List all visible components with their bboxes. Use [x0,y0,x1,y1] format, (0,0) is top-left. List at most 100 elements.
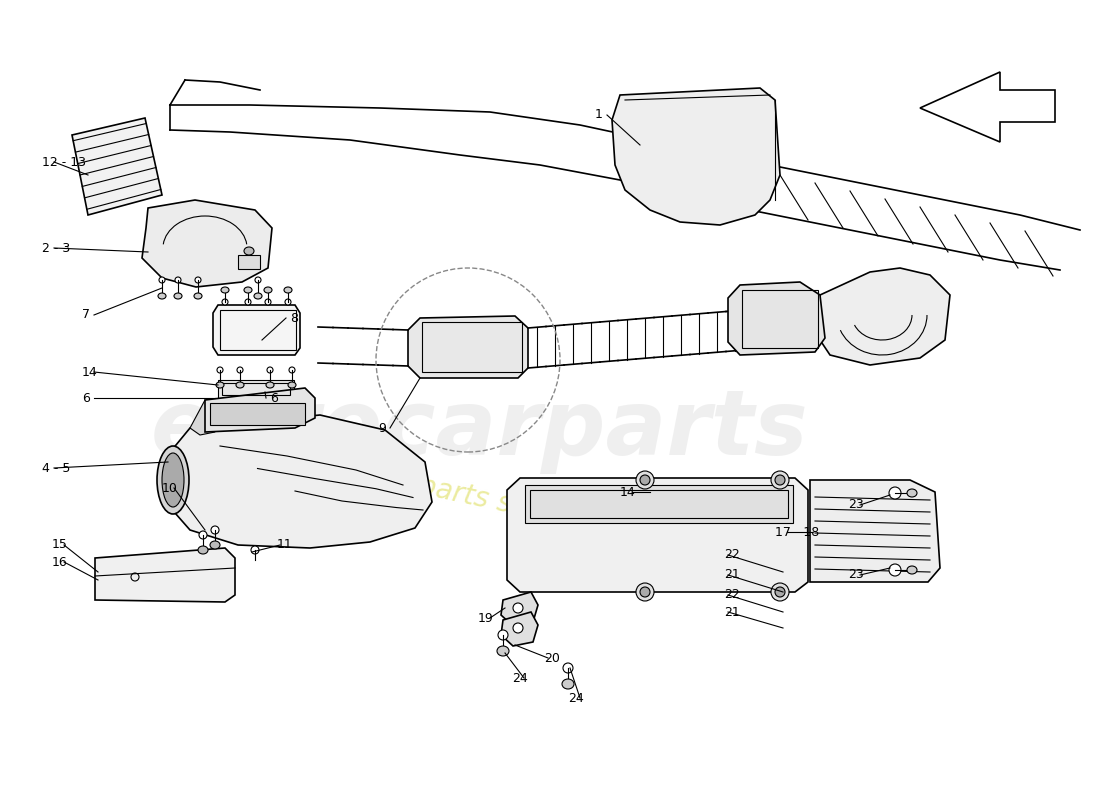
Bar [218,380,294,398]
Polygon shape [162,415,432,548]
Text: 22: 22 [724,549,740,562]
Text: 7: 7 [82,309,90,322]
Ellipse shape [211,526,219,534]
Bar [742,290,818,348]
Ellipse shape [175,277,182,283]
Ellipse shape [636,583,654,601]
Text: 23: 23 [848,569,864,582]
Polygon shape [920,72,1055,142]
Ellipse shape [198,546,208,554]
Polygon shape [507,478,808,592]
Ellipse shape [776,587,785,597]
Text: 24: 24 [568,691,584,705]
Ellipse shape [245,299,251,305]
Ellipse shape [216,382,224,388]
Ellipse shape [498,630,508,640]
Ellipse shape [221,287,229,293]
Polygon shape [820,268,950,365]
Polygon shape [72,118,162,215]
Text: 12 - 13: 12 - 13 [42,155,86,169]
Bar [210,403,305,425]
Text: 21: 21 [724,569,740,582]
Ellipse shape [513,603,522,613]
Ellipse shape [244,247,254,255]
Text: 22: 22 [724,589,740,602]
Ellipse shape [640,475,650,485]
Ellipse shape [160,277,165,283]
Text: a passion for parts since 1985: a passion for parts since 1985 [232,433,648,547]
Ellipse shape [264,287,272,293]
Ellipse shape [908,566,917,574]
Bar [422,322,522,372]
Polygon shape [810,480,940,582]
Bar [222,383,290,395]
Ellipse shape [195,277,201,283]
Polygon shape [728,282,825,355]
Text: 11: 11 [276,538,292,551]
Text: 24: 24 [512,671,528,685]
Ellipse shape [289,367,295,373]
Ellipse shape [285,299,292,305]
Text: 19: 19 [478,611,494,625]
Ellipse shape [236,382,244,388]
Text: 2 - 3: 2 - 3 [42,242,70,254]
Ellipse shape [284,287,292,293]
Ellipse shape [194,293,202,299]
Ellipse shape [497,646,509,656]
Polygon shape [500,612,538,646]
Ellipse shape [889,487,901,499]
Ellipse shape [255,277,261,283]
Text: 21: 21 [724,606,740,618]
Text: 8: 8 [290,311,298,325]
Ellipse shape [908,489,917,497]
Bar [525,485,793,523]
Text: 10: 10 [162,482,178,494]
Polygon shape [500,592,538,626]
Ellipse shape [222,299,228,305]
Ellipse shape [771,583,789,601]
Polygon shape [95,548,235,602]
Ellipse shape [254,293,262,299]
Ellipse shape [236,367,243,373]
Polygon shape [190,400,214,435]
Polygon shape [213,305,300,355]
Bar [220,310,296,350]
Ellipse shape [771,471,789,489]
Polygon shape [612,88,780,225]
Ellipse shape [210,541,220,549]
Text: 4 - 5: 4 - 5 [42,462,70,474]
Text: 1: 1 [595,109,603,122]
Text: 17 - 18: 17 - 18 [776,526,820,538]
Ellipse shape [889,564,901,576]
Text: 16: 16 [52,555,68,569]
Ellipse shape [174,293,182,299]
Ellipse shape [636,471,654,489]
Ellipse shape [265,299,271,305]
Ellipse shape [251,546,258,554]
Ellipse shape [217,367,223,373]
Bar [238,255,260,269]
Ellipse shape [776,475,785,485]
Ellipse shape [266,382,274,388]
Ellipse shape [513,623,522,633]
Text: 20: 20 [544,651,560,665]
Ellipse shape [563,663,573,673]
Ellipse shape [640,587,650,597]
Ellipse shape [162,453,184,507]
Text: 6: 6 [82,391,90,405]
Ellipse shape [157,446,189,514]
Text: 9: 9 [378,422,386,434]
Text: 23: 23 [848,498,864,511]
Text: 6: 6 [271,391,278,405]
Ellipse shape [562,679,574,689]
Ellipse shape [288,382,296,388]
Text: 14: 14 [620,486,636,498]
Ellipse shape [267,367,273,373]
Text: eurocarparts: eurocarparts [151,386,808,474]
Polygon shape [408,316,528,378]
Bar [530,490,788,518]
Text: 15: 15 [52,538,68,551]
Polygon shape [142,200,272,287]
Ellipse shape [244,287,252,293]
Polygon shape [205,388,315,432]
